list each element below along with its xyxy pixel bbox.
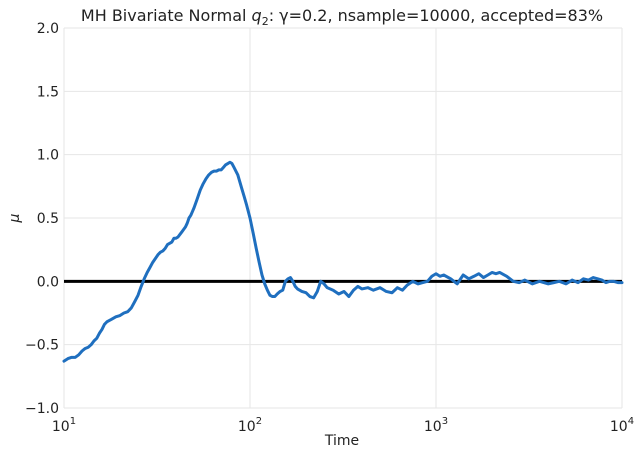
y-tick-labels: 2.0 1.5 1.0 0.5 0.0 −0.5 −1.0 xyxy=(25,21,59,417)
x-tick-label: 103 xyxy=(424,416,448,435)
x-tick-labels: 101 102 103 104 xyxy=(52,416,634,435)
x-tick-label: 104 xyxy=(610,416,634,435)
series-layer xyxy=(62,160,624,363)
x-tick-label: 101 xyxy=(52,416,76,435)
y-tick-label: 1.5 xyxy=(37,84,59,100)
y-tick-label: −1.0 xyxy=(25,401,59,417)
series-line xyxy=(62,160,624,363)
chart-title: MH Bivariate Normal q2: γ=0.2, nsample=1… xyxy=(81,6,603,28)
y-tick-label: 2.0 xyxy=(37,21,59,37)
y-axis-label: μ xyxy=(7,213,23,223)
x-tick-label: 102 xyxy=(238,416,262,435)
y-tick-label: 1.0 xyxy=(37,148,59,164)
y-tick-label: −0.5 xyxy=(25,338,59,354)
y-tick-label: 0.0 xyxy=(37,274,59,290)
grid-layer xyxy=(63,27,623,409)
y-tick-label: 0.5 xyxy=(37,211,59,227)
x-axis-label: Time xyxy=(324,433,359,449)
